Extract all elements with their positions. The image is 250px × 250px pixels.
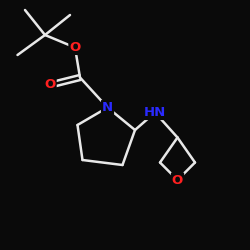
Text: N: N — [102, 101, 113, 114]
Text: HN: HN — [144, 106, 166, 119]
Text: O: O — [44, 78, 56, 92]
Text: O: O — [172, 174, 183, 186]
Text: O: O — [70, 41, 80, 54]
